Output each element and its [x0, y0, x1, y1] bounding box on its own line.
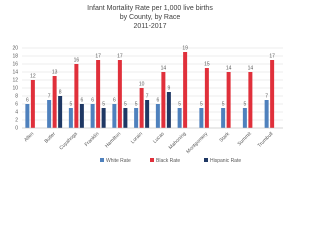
chart-subtitle: by County, by Race [120, 14, 181, 21]
value-label: 8 [59, 89, 62, 95]
y-tick-label: 4 [15, 109, 18, 115]
bar [139, 88, 144, 128]
x-tick-label: Stark [218, 131, 231, 144]
value-label: 6 [26, 97, 29, 103]
legend-swatch [150, 158, 154, 162]
value-label: 7 [265, 93, 268, 99]
bar [177, 108, 182, 128]
bar [161, 72, 166, 128]
value-label: 5 [178, 101, 181, 107]
bar [221, 108, 226, 128]
x-tick-label: Lorain [130, 131, 144, 145]
bar [68, 108, 73, 128]
bar [74, 64, 79, 128]
bar [52, 76, 57, 128]
y-tick-label: 14 [12, 69, 18, 75]
value-label: 14 [161, 65, 167, 71]
chart: Infant Mortality Rate per 1,000 live bir… [12, 5, 283, 164]
value-label: 5 [135, 101, 138, 107]
value-label: 9 [167, 85, 170, 91]
value-label: 7 [48, 93, 51, 99]
x-tick-label: Butler [43, 131, 57, 145]
value-label: 6 [91, 97, 94, 103]
bar [204, 68, 209, 128]
bar [79, 104, 84, 128]
bar [145, 100, 150, 128]
value-label: 6 [156, 97, 159, 103]
bar [90, 104, 95, 128]
y-tick-label: 2 [15, 117, 18, 123]
x-tick-label: Lucas [152, 131, 166, 145]
value-label: 17 [95, 53, 101, 59]
value-label: 5 [124, 101, 127, 107]
x-tick-label: Montgomery [185, 131, 209, 155]
bar [166, 92, 171, 128]
bar [242, 108, 247, 128]
value-label: 14 [226, 65, 232, 71]
y-tick-label: 6 [15, 101, 18, 107]
bar [123, 108, 128, 128]
value-label: 14 [248, 65, 254, 71]
legend-label: Black Rate [156, 158, 180, 164]
bar [155, 104, 160, 128]
value-label: 5 [243, 101, 246, 107]
bar [47, 100, 52, 128]
bar [96, 60, 101, 128]
bar [30, 80, 35, 128]
value-label: 17 [269, 53, 275, 59]
x-tick-label: Allen [23, 131, 35, 143]
y-tick-label: 16 [12, 61, 18, 67]
value-label: 10 [139, 81, 145, 87]
bar [25, 104, 30, 128]
value-label: 12 [30, 73, 36, 79]
y-tick-label: 12 [12, 77, 18, 83]
value-label: 15 [204, 61, 210, 67]
chart-title: Infant Mortality Rate per 1,000 live bir… [87, 5, 213, 12]
legend-label: Hispanic Rate [210, 158, 241, 164]
chart-period: 2011-2017 [134, 23, 167, 30]
legend-swatch [100, 158, 104, 162]
y-tick-label: 0 [15, 125, 18, 131]
legend-label: White Rate [106, 158, 131, 164]
legend-swatch [204, 158, 208, 162]
bar [270, 60, 275, 128]
bar [58, 96, 63, 128]
x-tick-label: Franklin [84, 131, 101, 148]
bar [248, 72, 253, 128]
value-label: 5 [200, 101, 203, 107]
value-label: 5 [69, 101, 72, 107]
y-tick-label: 20 [12, 45, 18, 51]
bar [183, 52, 188, 128]
value-label: 7 [146, 93, 149, 99]
x-tick-label: Mahoning [168, 131, 188, 151]
y-tick-label: 18 [12, 53, 18, 59]
value-label: 19 [182, 45, 188, 51]
y-tick-label: 8 [15, 93, 18, 99]
y-tick-label: 10 [12, 85, 18, 91]
bar [199, 108, 204, 128]
x-tick-label: Trumbull [257, 131, 275, 149]
value-label: 16 [74, 57, 80, 63]
bar [264, 100, 269, 128]
value-label: 5 [222, 101, 225, 107]
value-label: 17 [117, 53, 123, 59]
bar [112, 104, 117, 128]
bar [226, 72, 231, 128]
value-label: 5 [102, 101, 105, 107]
value-label: 6 [80, 97, 83, 103]
bar [117, 60, 122, 128]
x-tick-label: Summit [236, 131, 253, 148]
x-tick-label: Hamilton [104, 131, 122, 149]
x-tick-label: Cuyahoga [58, 131, 79, 152]
bar [101, 108, 106, 128]
value-label: 6 [113, 97, 116, 103]
value-label: 13 [52, 69, 58, 75]
bar [134, 108, 139, 128]
